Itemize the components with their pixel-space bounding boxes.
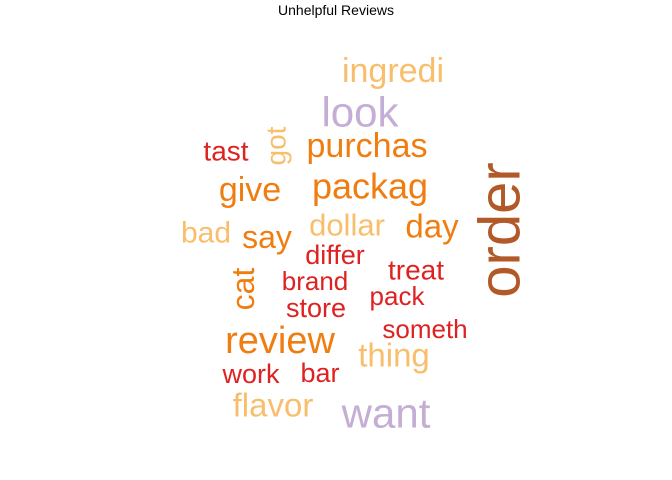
word-someth: someth xyxy=(382,314,467,344)
word-store: store xyxy=(286,293,346,323)
word-order: order xyxy=(468,162,533,297)
word-say: say xyxy=(242,219,292,255)
word-day: day xyxy=(405,208,459,245)
word-want: want xyxy=(341,390,431,437)
word-cat: cat xyxy=(225,268,261,311)
word-give: give xyxy=(219,171,281,209)
word-packag: packag xyxy=(312,166,428,207)
word-bad: bad xyxy=(181,217,231,250)
word-got: got xyxy=(261,126,292,165)
word-tast: tast xyxy=(203,136,248,167)
word-review: review xyxy=(225,320,335,362)
word-pack: pack xyxy=(370,281,426,311)
word-thing: thing xyxy=(358,337,430,374)
word-flavor: flavor xyxy=(233,387,314,424)
word-treat: treat xyxy=(388,255,444,286)
chart-title: Unhelpful Reviews xyxy=(278,2,394,18)
word-brand: brand xyxy=(282,266,349,296)
word-differ: differ xyxy=(305,240,365,270)
word-bar: bar xyxy=(300,358,339,388)
word-work: work xyxy=(221,359,280,389)
word-purchas: purchas xyxy=(307,127,428,165)
word-dollar: dollar xyxy=(309,208,385,243)
word-look: look xyxy=(321,89,399,136)
word-ingredi: ingredi xyxy=(342,52,444,90)
